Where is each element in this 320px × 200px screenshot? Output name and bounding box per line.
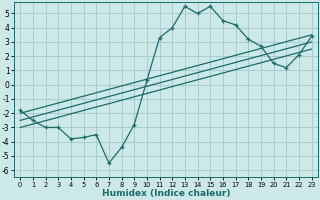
X-axis label: Humidex (Indice chaleur): Humidex (Indice chaleur) bbox=[102, 189, 230, 198]
